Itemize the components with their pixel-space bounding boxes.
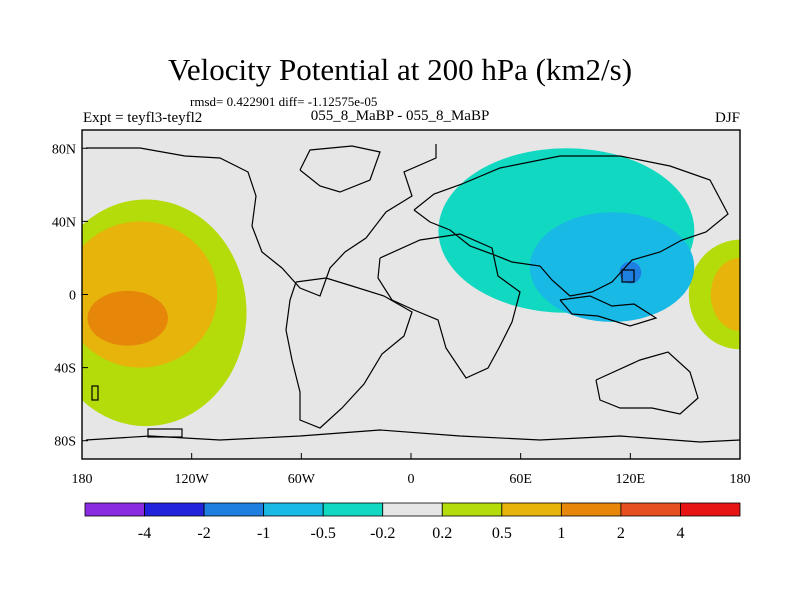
colorbar-label-1: -2 [197, 525, 210, 542]
lon-tick-label-6: 180 [730, 472, 751, 487]
lat-tick-label-4: 80S [54, 435, 76, 450]
colorbar-swatch-9 [620, 502, 681, 517]
lon-tick-label-4: 60E [509, 472, 532, 487]
colorbar-swatch-5 [382, 502, 443, 517]
colorbar-label-2: -1 [257, 525, 270, 542]
colorbar-label-0: -4 [138, 525, 151, 542]
contour-fields [82, 148, 740, 427]
colorbar-label-7: 1 [557, 525, 565, 542]
coastline-antarctica [85, 429, 740, 443]
map-area [82, 130, 740, 459]
lon-tick-label-0: 180 [72, 472, 93, 487]
colorbar-swatch-7 [501, 502, 562, 517]
colorbar-label-6: 0.5 [492, 525, 512, 542]
runs-label: 055_8_MaBP - 055_8_MaBP [310, 108, 490, 124]
lon-tick-label-3: 0 [408, 472, 415, 487]
contour-field-7 [619, 261, 642, 284]
contour-field-6 [529, 212, 695, 322]
coastline-australia [595, 351, 699, 415]
coastline-eurasia [413, 155, 729, 297]
colorbar: -4 -2 -1 -0.5 -0.2 0.2 0.5 1 2 4 [84, 502, 741, 542]
colorbar-label-4: -0.2 [370, 525, 395, 542]
colorbar-swatch-10 [680, 502, 741, 517]
colorbar-swatch-0 [84, 502, 145, 517]
lon-tick-label-2: 60W [288, 472, 316, 487]
coastline-island-west-pacific [621, 269, 635, 283]
coastline-greenland [299, 145, 381, 193]
colorbar-swatch-4 [322, 502, 384, 517]
coastline-north-america [86, 144, 437, 297]
lat-tick-label-1: 40N [52, 215, 76, 230]
coastline-island-south-pacific [147, 428, 183, 438]
coastline-africa [377, 233, 521, 379]
colorbar-label-3: -0.5 [311, 525, 336, 542]
contour-field-4 [710, 257, 740, 332]
map-axes: 180 120W 60W 0 60E 120E 180 80N 40N 0 40S 80S [52, 142, 751, 487]
chart-title: Velocity Potential at 200 hPa (km2/s) [167, 52, 633, 87]
coastlines [85, 144, 740, 443]
colorbar-label-5: 0.2 [432, 525, 452, 542]
colorbar-swatch-1 [144, 502, 205, 517]
colorbar-swatch-8 [560, 502, 622, 517]
colorbar-swatch-2 [203, 502, 265, 517]
lat-tick-label-3: 40S [54, 362, 76, 377]
coastline-south-america [285, 277, 413, 429]
coastline-maritime-continent [559, 295, 658, 327]
colorbar-label-8: 2 [617, 525, 625, 542]
lat-tick-label-2: 0 [69, 289, 76, 304]
coastline-island-sw-pacific [91, 385, 99, 401]
stats-line: rmsd= 0.422901 diff= -1.12575e-05 [190, 94, 378, 109]
colorbar-label-9: 4 [676, 525, 684, 542]
experiment-label: Expt = teyfl3-teyfl2 [83, 110, 203, 126]
colorbar-swatch-6 [441, 502, 503, 517]
colorbar-swatch-3 [263, 502, 324, 517]
lon-tick-label-5: 120E [616, 472, 646, 487]
lat-tick-label-0: 80N [52, 142, 76, 157]
lon-tick-label-1: 120W [175, 472, 210, 487]
contour-field-2 [87, 290, 168, 346]
season-label: DJF [714, 110, 740, 126]
